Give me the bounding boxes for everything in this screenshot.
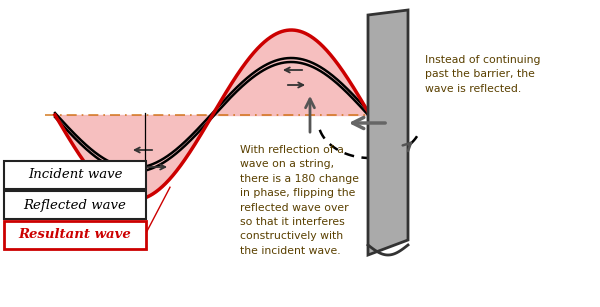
FancyBboxPatch shape [4, 191, 146, 219]
Text: With reflection of a
wave on a string,
there is a 180 change
in phase, flipping : With reflection of a wave on a string, t… [240, 145, 359, 256]
Text: Resultant wave: Resultant wave [19, 228, 131, 242]
Text: Instead of continuing
past the barrier, the
wave is reflected.: Instead of continuing past the barrier, … [425, 55, 541, 94]
Text: Reflected wave: Reflected wave [23, 199, 127, 212]
FancyBboxPatch shape [4, 161, 146, 189]
Text: Incident wave: Incident wave [28, 169, 122, 181]
FancyBboxPatch shape [4, 221, 146, 249]
Polygon shape [368, 10, 408, 255]
